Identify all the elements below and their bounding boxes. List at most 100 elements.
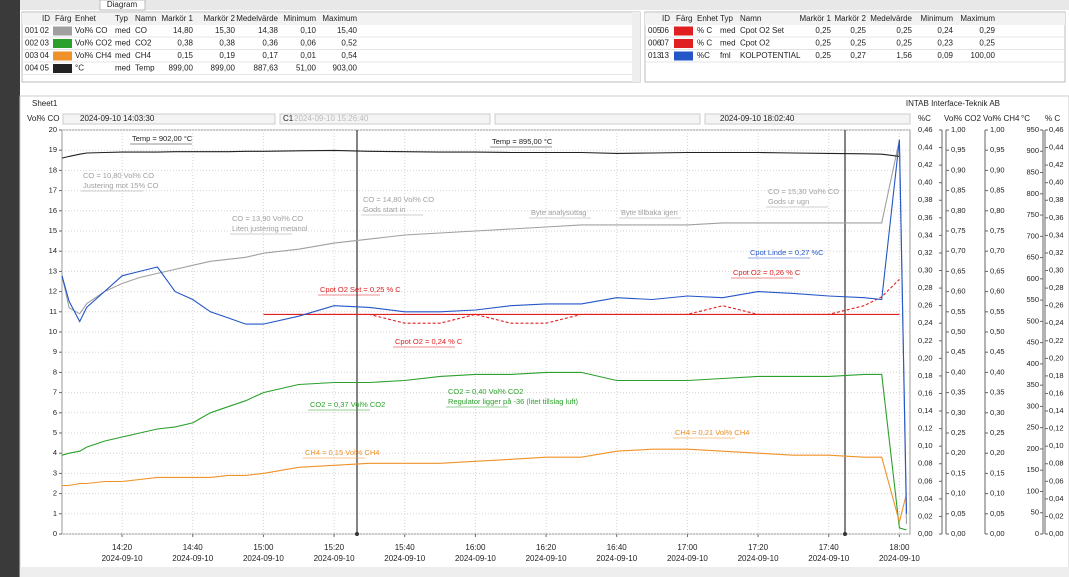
table-cell: CO bbox=[135, 26, 147, 35]
y-tick-label: 0,20 bbox=[951, 448, 966, 457]
y-tick-label: 500 bbox=[1026, 316, 1039, 325]
y-tick-label: 0,24 bbox=[918, 318, 933, 327]
table-cell: 0,52 bbox=[341, 39, 357, 48]
table-cell: 0,24 bbox=[937, 26, 953, 35]
y-tick-label: 0,55 bbox=[990, 307, 1005, 316]
x-tick-date: 2024-09-10 bbox=[738, 554, 779, 563]
y-tick-label: 0,08 bbox=[918, 459, 933, 468]
y-tick-label: 850 bbox=[1026, 168, 1039, 177]
y-tick-label: 0,24 bbox=[1049, 318, 1064, 327]
x-tick-label: 14:20 bbox=[112, 543, 133, 552]
x-tick-date: 2024-09-10 bbox=[384, 554, 425, 563]
y-tick-label: 0,75 bbox=[951, 226, 966, 235]
column-header: Enhet bbox=[697, 14, 719, 23]
x-tick-label: 14:40 bbox=[183, 543, 204, 552]
table-cell: med bbox=[115, 51, 131, 60]
y-tick-label: 0 bbox=[1035, 529, 1039, 538]
annotation: Cpot Linde = 0,27 %C bbox=[750, 248, 824, 257]
plot: 14:202024-09-1014:402024-09-1015:002024-… bbox=[27, 114, 1064, 563]
y-tick-label: 0,16 bbox=[918, 388, 933, 397]
y-tick-label: 750 bbox=[1026, 210, 1039, 219]
y-tick-label: 0 bbox=[53, 529, 57, 538]
annotation: Temp = 902,00 °C bbox=[132, 134, 193, 143]
table-cell: 887,63 bbox=[254, 64, 279, 73]
y-tick-label: 0,08 bbox=[1049, 459, 1064, 468]
y-tick-label: 15 bbox=[49, 226, 57, 235]
y-tick-label: 0,10 bbox=[918, 441, 933, 450]
y-tick-label: 0,06 bbox=[1049, 476, 1064, 485]
color-swatch bbox=[53, 27, 72, 36]
y-tick-label: 0,14 bbox=[918, 406, 933, 415]
column-header: Markör 1 bbox=[161, 14, 193, 23]
y-tick-label: 0,12 bbox=[1049, 424, 1064, 433]
y-tick-label: 0,06 bbox=[918, 476, 933, 485]
table-cell: 13 bbox=[660, 51, 669, 60]
y-tick-label: 0,50 bbox=[990, 327, 1005, 336]
column-header: Namn bbox=[135, 14, 156, 23]
y-tick-label: 0,65 bbox=[951, 266, 966, 275]
x-tick-date: 2024-09-10 bbox=[667, 554, 708, 563]
table-cell: 0,15 bbox=[177, 51, 193, 60]
table-cell: 0,09 bbox=[937, 51, 953, 60]
annotation: Justering mot 15% CO bbox=[83, 181, 159, 190]
y-tick-label: 0,70 bbox=[951, 246, 966, 255]
column-header: ID bbox=[42, 14, 50, 23]
table-cell: 0,29 bbox=[979, 26, 995, 35]
table-cell: 1,56 bbox=[896, 51, 912, 60]
column-header: Maximum bbox=[322, 14, 357, 23]
table-cell: 0,25 bbox=[896, 26, 912, 35]
y-tick-label: 0,40 bbox=[918, 178, 933, 187]
annotation: Temp = 895,00 °C bbox=[492, 137, 553, 146]
x-tick-label: 18:00 bbox=[889, 543, 910, 552]
start-time: 2024-09-10 14:03:30 bbox=[80, 114, 155, 123]
annotation: CO2 = 0,37 Vol% CO2 bbox=[310, 400, 385, 409]
annotation: CO2 = 0,40 Vol% CO2 bbox=[448, 387, 523, 396]
table-cell: 0,01 bbox=[300, 51, 316, 60]
left-edge bbox=[0, 0, 20, 577]
y-tick-label: 200 bbox=[1026, 444, 1039, 453]
h-scrollbar[interactable] bbox=[20, 567, 1069, 577]
y-tick-label: 0,45 bbox=[990, 347, 1005, 356]
annotation: Cpot O2 Set = 0,25 % C bbox=[320, 285, 401, 294]
color-swatch bbox=[53, 52, 72, 61]
y-tick-label: 0,05 bbox=[951, 509, 966, 518]
table-cell: 0,38 bbox=[177, 39, 193, 48]
table-cell: 0,23 bbox=[937, 39, 953, 48]
x-tick-date: 2024-09-10 bbox=[596, 554, 637, 563]
span-box[interactable] bbox=[495, 114, 700, 124]
table-cell: Cpot O2 bbox=[740, 39, 770, 48]
table-cell: 03 bbox=[40, 39, 49, 48]
column-header: Medelvärde bbox=[870, 14, 912, 23]
axis-title: °C bbox=[1021, 114, 1030, 123]
scrollbar[interactable] bbox=[632, 12, 640, 82]
color-swatch bbox=[53, 64, 72, 73]
table-cell: 07 bbox=[660, 39, 669, 48]
y-tick-label: 0,05 bbox=[990, 509, 1005, 518]
tab-label[interactable]: Diagram bbox=[107, 0, 138, 9]
y-tick-label: 0,26 bbox=[1049, 301, 1064, 310]
y-tick-label: 0,30 bbox=[1049, 266, 1064, 275]
x-tick-date: 2024-09-10 bbox=[526, 554, 567, 563]
y-tick-label: 0,70 bbox=[990, 246, 1005, 255]
y-tick-label: 0,60 bbox=[951, 287, 966, 296]
y-tick-label: 0,42 bbox=[1049, 160, 1064, 169]
annotation: Cpot O2 = 0,24 % C bbox=[395, 337, 463, 346]
column-header: Färg bbox=[676, 14, 692, 23]
y-tick-label: 0,80 bbox=[990, 206, 1005, 215]
y-tick-label: 0,60 bbox=[990, 287, 1005, 296]
y-tick-label: 0,00 bbox=[1049, 529, 1064, 538]
y-tick-label: 0,30 bbox=[951, 408, 966, 417]
y-tick-label: 0,25 bbox=[990, 428, 1005, 437]
y-tick-label: 0,22 bbox=[1049, 336, 1064, 345]
y-tick-label: 800 bbox=[1026, 189, 1039, 198]
y-tick-label: 0,02 bbox=[1049, 511, 1064, 520]
x-tick-label: 17:40 bbox=[819, 543, 840, 552]
y-tick-label: 0,95 bbox=[990, 145, 1005, 154]
y-tick-label: 0,65 bbox=[990, 266, 1005, 275]
annotation: CO = 15,30 Vol% CO bbox=[768, 187, 839, 196]
column-header: Markör 2 bbox=[203, 14, 235, 23]
y-tick-label: 16 bbox=[49, 206, 57, 215]
x-tick-date: 2024-09-10 bbox=[808, 554, 849, 563]
table-cell: 0,27 bbox=[850, 51, 866, 60]
y-tick-label: 0,10 bbox=[1049, 441, 1064, 450]
